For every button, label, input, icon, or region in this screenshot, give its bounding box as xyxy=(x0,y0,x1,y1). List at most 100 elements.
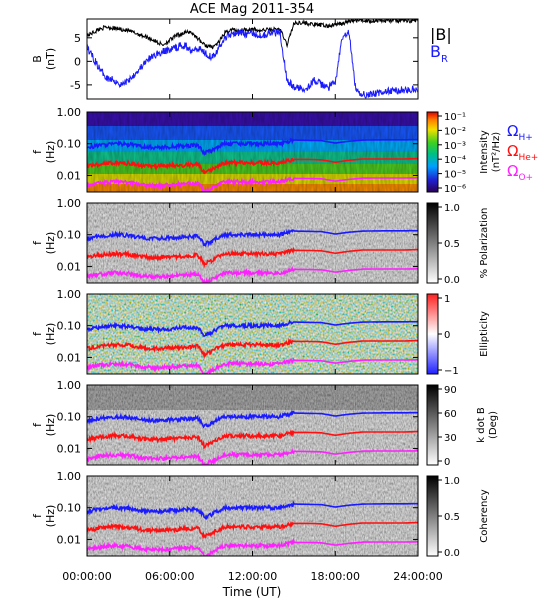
colorbar-tick-label: 30 xyxy=(444,433,457,444)
f-ytick-label: 0.01 xyxy=(57,351,82,364)
kdotb-spectrogram xyxy=(87,385,418,465)
h-plus-gyro-line xyxy=(87,137,418,157)
colorbar-tick-label: 90 xyxy=(444,385,457,396)
x-axis-ticks: 00:00:00 06:00:00 12:00:00 18:00:00 24:00:00 xyxy=(62,19,443,583)
f-ytick-label: 0.10 xyxy=(57,138,82,151)
kdotb-ylabel: f xyxy=(31,422,44,427)
coherency-colorbar xyxy=(426,475,439,557)
ellipticity-ylabel: f xyxy=(31,331,44,336)
colorbar-tick-label: 10⁻⁴ xyxy=(444,155,466,166)
colorbar-tick-label: 60 xyxy=(444,409,457,420)
f-ytick-label: 0.01 xyxy=(57,169,82,182)
b-ytick-label: 0 xyxy=(74,55,81,68)
ellipticity-ylabel-unit: (Hz) xyxy=(44,323,57,346)
x-tick-label: 06:00:00 xyxy=(145,570,194,583)
intensity-gyro-lines xyxy=(87,137,418,192)
he-plus-gyro-line xyxy=(87,428,418,450)
intensity-y-ticks: 1.00 0.10 0.01 xyxy=(57,106,418,182)
legend-omega-he-symbol: Ω xyxy=(507,142,518,160)
polarization-ylabel: f xyxy=(31,240,44,245)
intensity-colorbar-ticks: 10⁻¹ 10⁻² 10⁻³ 10⁻⁴ 10⁻⁵ 10⁻⁶ xyxy=(438,112,466,195)
kdotb-gyro-lines xyxy=(87,410,418,465)
colorbar-tick-label: 10⁻⁶ xyxy=(444,184,466,195)
h-plus-gyro-line xyxy=(87,500,418,521)
legend-br-sub: R xyxy=(441,54,448,65)
figure-title: ACE Mag 2011-354 xyxy=(190,2,314,17)
polarization-ylabel-unit: (Hz) xyxy=(44,232,57,255)
intensity-cbar-label-1: Intensity xyxy=(479,130,490,174)
coherency-y-ticks: 1.00 0.10 0.01 xyxy=(57,470,418,546)
f-ytick-label: 1.00 xyxy=(57,106,82,119)
b-field-y-ticks: 5 0 -5 xyxy=(70,32,418,92)
intensity-panel: 1.00 0.10 0.01 f (Hz) 10⁻¹ 10⁻² 10⁻³ 10⁻⁴ 10⁻⁵… xyxy=(31,106,538,195)
polarization-panel: 1.00 0.10 0.01 f (Hz) 1.0 0.5 0.0 % Polariza… xyxy=(31,197,490,286)
f-ytick-label: 1.00 xyxy=(57,288,82,301)
colorbar-tick-label: 1 xyxy=(444,294,450,305)
legend-omega-h-symbol: Ω xyxy=(507,122,518,140)
kdotb-colorbar xyxy=(426,384,439,466)
colorbar-tick-label: 0.5 xyxy=(444,239,460,250)
colorbar-tick-label: 10⁻² xyxy=(444,126,466,137)
colorbar-tick-label: 10⁻⁵ xyxy=(444,170,466,181)
h-plus-gyro-line xyxy=(87,410,418,429)
coherency-ylabel: f xyxy=(31,513,44,518)
legend-omega-o-symbol: Ω xyxy=(507,162,518,180)
x-tick-label: 18:00:00 xyxy=(311,570,360,583)
f-ytick-label: 1.00 xyxy=(57,379,82,392)
b-field-lines xyxy=(87,19,418,99)
coherency-panel: 1.00 0.10 0.01 f (Hz) 1.0 0.5 0.0 Coherency xyxy=(31,470,490,559)
bmag-line xyxy=(87,19,418,50)
f-ytick-label: 0.01 xyxy=(57,260,82,273)
f-ytick-label: 0.01 xyxy=(57,533,82,546)
legend-omega-o: ΩO+ xyxy=(507,162,533,183)
he-plus-gyro-line xyxy=(87,157,418,175)
polarization-colorbar xyxy=(426,202,439,284)
legend-omega-he: ΩHe+ xyxy=(507,142,538,163)
kdotb-ylabel-unit: (Hz) xyxy=(44,414,57,437)
he-plus-gyro-line xyxy=(87,337,418,360)
colorbar-tick-label: 0.0 xyxy=(444,275,460,286)
colorbar-tick-label: 10⁻¹ xyxy=(444,112,466,123)
b-panel-frame xyxy=(86,18,419,100)
h-plus-gyro-line xyxy=(87,319,418,337)
o-plus-gyro-line xyxy=(87,265,418,283)
colorbar-tick-label: 0.0 xyxy=(444,548,460,559)
polarization-gyro-lines xyxy=(87,228,418,283)
ellipticity-colorbar-ticks: 1 0 −1 xyxy=(438,294,459,377)
o-plus-gyro-line xyxy=(87,537,418,556)
kdotb-cbar-label-2: (Deg) xyxy=(488,411,499,439)
ellipticity-colorbar xyxy=(426,293,439,375)
colorbar-tick-label: 10⁻³ xyxy=(444,141,466,152)
x-tick-label: 00:00:00 xyxy=(62,570,111,583)
he-plus-gyro-line xyxy=(87,521,418,540)
colorbar-tick-label: 1.0 xyxy=(444,476,460,487)
h-plus-gyro-line xyxy=(87,228,418,248)
b-ytick-label: 5 xyxy=(74,32,81,45)
legend-omega-he-sub: He+ xyxy=(518,153,538,163)
kdotb-colorbar-ticks: 90 60 30 0 xyxy=(438,385,457,468)
b-ylabel-unit: (nT) xyxy=(44,48,57,70)
colorbar-tick-label: 0 xyxy=(444,457,450,468)
ellipticity-cbar-label: Ellipticity xyxy=(479,311,490,357)
ellipticity-spectrogram xyxy=(87,294,418,374)
f-ytick-label: 0.10 xyxy=(57,229,82,242)
colorbar-tick-label: 0.5 xyxy=(444,512,460,523)
ellipticity-panel: 1.00 0.10 0.01 f (Hz) 1 0 −1 Ellipticity xyxy=(31,288,490,377)
legend-br: BR xyxy=(430,42,448,65)
intensity-ylabel-unit: (Hz) xyxy=(44,141,57,164)
intensity-colorbar xyxy=(426,111,439,193)
legend-br-main: B xyxy=(430,42,441,61)
kdotb-panel: 1.00 0.10 0.01 f (Hz) 90 60 30 0 k dot B (Deg… xyxy=(31,379,499,468)
kdotb-y-ticks: 1.00 0.10 0.01 xyxy=(57,379,418,455)
b-field-panel: 50-5 B (nT) |B| BR xyxy=(31,18,452,100)
b-ylabel: B xyxy=(31,55,44,63)
colorbar-tick-label: −1 xyxy=(444,366,459,377)
colorbar-tick-label: 1.0 xyxy=(444,203,460,214)
coherency-cbar-label: Coherency xyxy=(479,489,490,542)
o-plus-gyro-line xyxy=(87,447,418,465)
f-ytick-label: 1.00 xyxy=(57,197,82,210)
br-line xyxy=(87,28,418,99)
f-ytick-label: 0.01 xyxy=(57,442,82,455)
o-plus-gyro-line xyxy=(87,357,418,374)
f-ytick-label: 0.10 xyxy=(57,320,82,333)
